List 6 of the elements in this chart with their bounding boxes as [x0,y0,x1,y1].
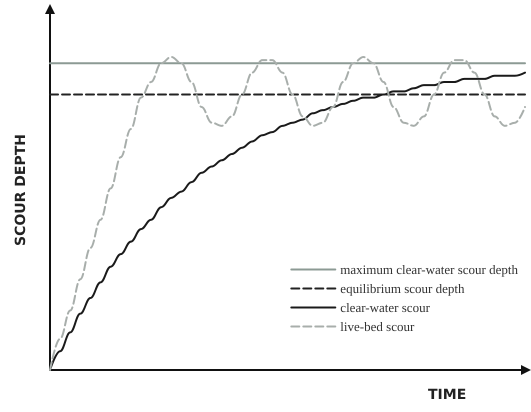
legend-label: clear-water scour [340,300,431,315]
y-axis-title: SCOUR DEPTH [13,134,29,246]
legend-label: maximum clear-water scour depth [340,262,518,277]
x-axis-title: TIME [428,387,466,403]
legend-label: live-bed scour [340,319,415,334]
legend-label: equilibrium scour depth [340,281,465,296]
